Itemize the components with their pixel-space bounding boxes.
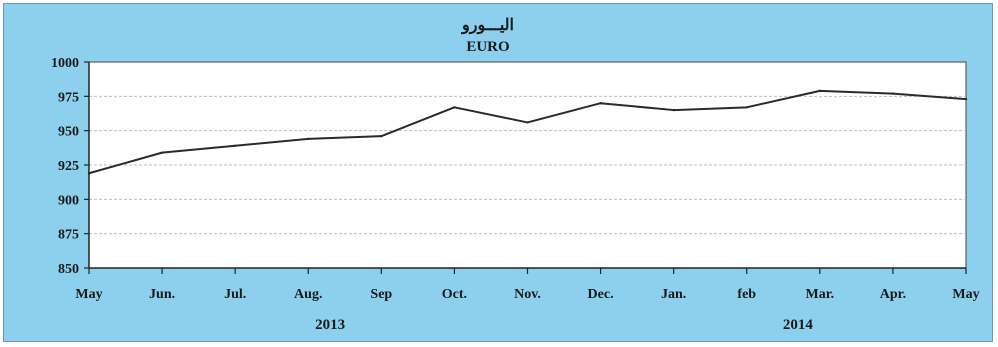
x-tick-label: Dec. [588, 287, 614, 302]
chart-title: اليـــورو [461, 17, 514, 35]
data-point [526, 121, 529, 124]
data-point [87, 172, 91, 175]
x-tick-label: Sep [370, 287, 392, 302]
data-point [818, 89, 822, 93]
series-lines [87, 89, 968, 175]
y-tick-label: 875 [58, 228, 79, 243]
x-tick-label: Jul. [224, 287, 246, 302]
data-point [745, 106, 748, 109]
year-label: 2013 [315, 317, 345, 333]
year-labels: 2013 2014 [315, 317, 813, 333]
y-tick-label: 1000 [51, 56, 79, 71]
y-tick-label: 850 [58, 262, 79, 277]
x-axis: May Jun. Jul. Aug. Sep Oct. Nov. Dec. Jan. feb Mar… [75, 267, 980, 302]
y-axis: 850 875 900 925 950 975 1000 [51, 56, 90, 277]
euro-line-chart: اليـــورو EURO 850 875 900 925 950 975 1000 Ma… [51, 17, 980, 333]
data-point [307, 137, 310, 141]
x-tick-label: Jan. [661, 287, 686, 302]
chart-subtitle: EURO [466, 39, 509, 55]
data-point [380, 134, 383, 138]
x-tick-label: Oct. [442, 287, 467, 302]
data-point [672, 108, 675, 112]
y-tick-label: 975 [58, 90, 79, 105]
x-tick-label: Nov. [514, 287, 541, 302]
data-point [599, 102, 602, 105]
data-point [964, 97, 968, 101]
x-tick-label: Mar. [806, 287, 835, 302]
year-label: 2014 [783, 317, 814, 333]
x-tick-label: Jun. [149, 287, 175, 302]
x-tick-label: feb [737, 287, 756, 302]
data-point [233, 144, 237, 147]
y-tick-label: 925 [58, 159, 79, 174]
y-tick-label: 950 [58, 125, 79, 140]
x-tick-label: May [952, 287, 979, 302]
y-tick-label: 900 [58, 193, 79, 208]
data-point [160, 151, 164, 154]
data-point [453, 106, 456, 109]
data-point [891, 92, 895, 95]
gridlines [89, 95, 966, 235]
x-tick-label: Apr. [880, 287, 906, 302]
x-tick-label: Aug. [294, 287, 322, 302]
chart-panel: اليـــورو EURO 850 875 900 925 950 975 1000 Ma… [3, 3, 993, 342]
x-tick-label: May [75, 287, 102, 302]
